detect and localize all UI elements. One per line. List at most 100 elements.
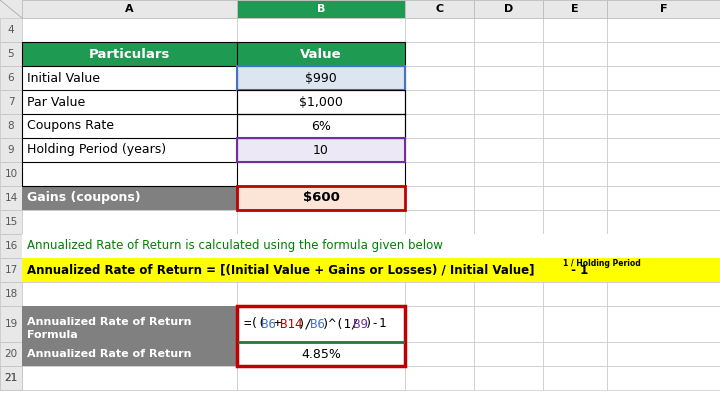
Text: 15: 15 bbox=[4, 217, 17, 227]
Bar bbox=[22, 0, 237, 18]
Bar bbox=[22, 162, 237, 186]
Text: )-1: )-1 bbox=[365, 318, 387, 331]
Bar bbox=[543, 0, 607, 18]
Bar bbox=[237, 366, 405, 390]
Bar bbox=[22, 18, 237, 42]
Bar bbox=[607, 258, 720, 282]
Bar bbox=[607, 90, 720, 114]
Bar bbox=[22, 366, 237, 390]
Text: 17: 17 bbox=[4, 265, 17, 275]
Bar bbox=[607, 42, 720, 66]
Bar bbox=[22, 42, 237, 66]
Bar bbox=[405, 0, 474, 18]
Bar bbox=[405, 366, 474, 390]
Bar bbox=[22, 42, 237, 66]
Bar bbox=[474, 162, 543, 186]
Bar bbox=[405, 42, 474, 66]
Bar bbox=[474, 18, 543, 42]
Bar bbox=[0, 90, 22, 114]
Bar bbox=[237, 66, 405, 90]
Bar bbox=[237, 0, 405, 18]
Bar bbox=[607, 210, 720, 234]
Bar bbox=[405, 342, 474, 366]
Bar bbox=[543, 138, 607, 162]
Text: 6%: 6% bbox=[311, 119, 331, 132]
Bar bbox=[405, 234, 474, 258]
Bar bbox=[543, 90, 607, 114]
Bar bbox=[237, 114, 405, 138]
Bar bbox=[405, 258, 474, 282]
Bar bbox=[543, 186, 607, 210]
Text: A: A bbox=[125, 4, 134, 14]
Bar bbox=[22, 258, 237, 282]
Bar bbox=[0, 66, 22, 90]
Bar bbox=[22, 186, 237, 210]
Bar bbox=[474, 342, 543, 366]
Text: +: + bbox=[274, 318, 281, 331]
Bar bbox=[22, 366, 237, 390]
Text: Coupons Rate: Coupons Rate bbox=[27, 119, 114, 132]
Bar bbox=[405, 282, 474, 306]
Text: 4.85%: 4.85% bbox=[301, 347, 341, 360]
Bar bbox=[237, 66, 405, 90]
Bar bbox=[22, 42, 405, 186]
Bar bbox=[0, 282, 22, 306]
Bar bbox=[22, 342, 237, 366]
Bar bbox=[0, 210, 22, 234]
Text: Annualized Rate of Return: Annualized Rate of Return bbox=[27, 349, 192, 359]
Bar bbox=[0, 162, 22, 186]
Text: Annualized Rate of Return = [(Initial Value + Gains or Losses) / Initial Value]: Annualized Rate of Return = [(Initial Va… bbox=[27, 263, 534, 277]
Bar bbox=[607, 18, 720, 42]
Bar bbox=[607, 0, 720, 18]
Bar bbox=[237, 342, 405, 366]
Bar bbox=[474, 306, 543, 342]
Bar bbox=[543, 0, 607, 18]
Bar bbox=[22, 234, 237, 258]
Bar bbox=[22, 66, 237, 90]
Bar bbox=[0, 18, 22, 42]
Bar bbox=[474, 186, 543, 210]
Bar bbox=[607, 342, 720, 366]
Bar bbox=[543, 258, 607, 282]
Bar bbox=[474, 282, 543, 306]
Bar bbox=[22, 234, 720, 258]
Bar bbox=[474, 42, 543, 66]
Bar bbox=[237, 42, 405, 66]
Bar bbox=[607, 306, 720, 342]
Text: 7: 7 bbox=[8, 97, 14, 107]
Bar bbox=[22, 282, 237, 306]
Bar bbox=[543, 342, 607, 366]
Bar bbox=[543, 114, 607, 138]
Bar bbox=[607, 138, 720, 162]
Text: - 1: - 1 bbox=[567, 263, 588, 277]
Bar bbox=[474, 138, 543, 162]
Text: B14: B14 bbox=[279, 318, 302, 331]
Bar bbox=[237, 162, 405, 186]
Text: 18: 18 bbox=[4, 289, 17, 299]
Bar bbox=[405, 66, 474, 90]
Bar bbox=[237, 18, 405, 42]
Bar bbox=[474, 0, 543, 18]
Bar bbox=[543, 162, 607, 186]
Text: B: B bbox=[317, 4, 325, 14]
Bar bbox=[0, 42, 22, 66]
Text: =((: =(( bbox=[243, 318, 266, 331]
Bar bbox=[237, 282, 405, 306]
Bar bbox=[237, 90, 405, 114]
Bar bbox=[405, 138, 474, 162]
Bar bbox=[474, 258, 543, 282]
Text: B6: B6 bbox=[261, 318, 276, 331]
Bar bbox=[237, 114, 405, 138]
Bar bbox=[607, 282, 720, 306]
Bar bbox=[0, 234, 22, 258]
Bar bbox=[22, 0, 237, 18]
Text: E: E bbox=[571, 4, 579, 14]
Bar bbox=[237, 0, 405, 18]
Bar bbox=[405, 210, 474, 234]
Text: 5: 5 bbox=[8, 49, 14, 59]
Bar bbox=[22, 90, 237, 114]
Text: B6: B6 bbox=[310, 318, 325, 331]
Text: 1 / Holding Period: 1 / Holding Period bbox=[563, 259, 641, 268]
Bar bbox=[22, 114, 237, 138]
Bar bbox=[607, 234, 720, 258]
